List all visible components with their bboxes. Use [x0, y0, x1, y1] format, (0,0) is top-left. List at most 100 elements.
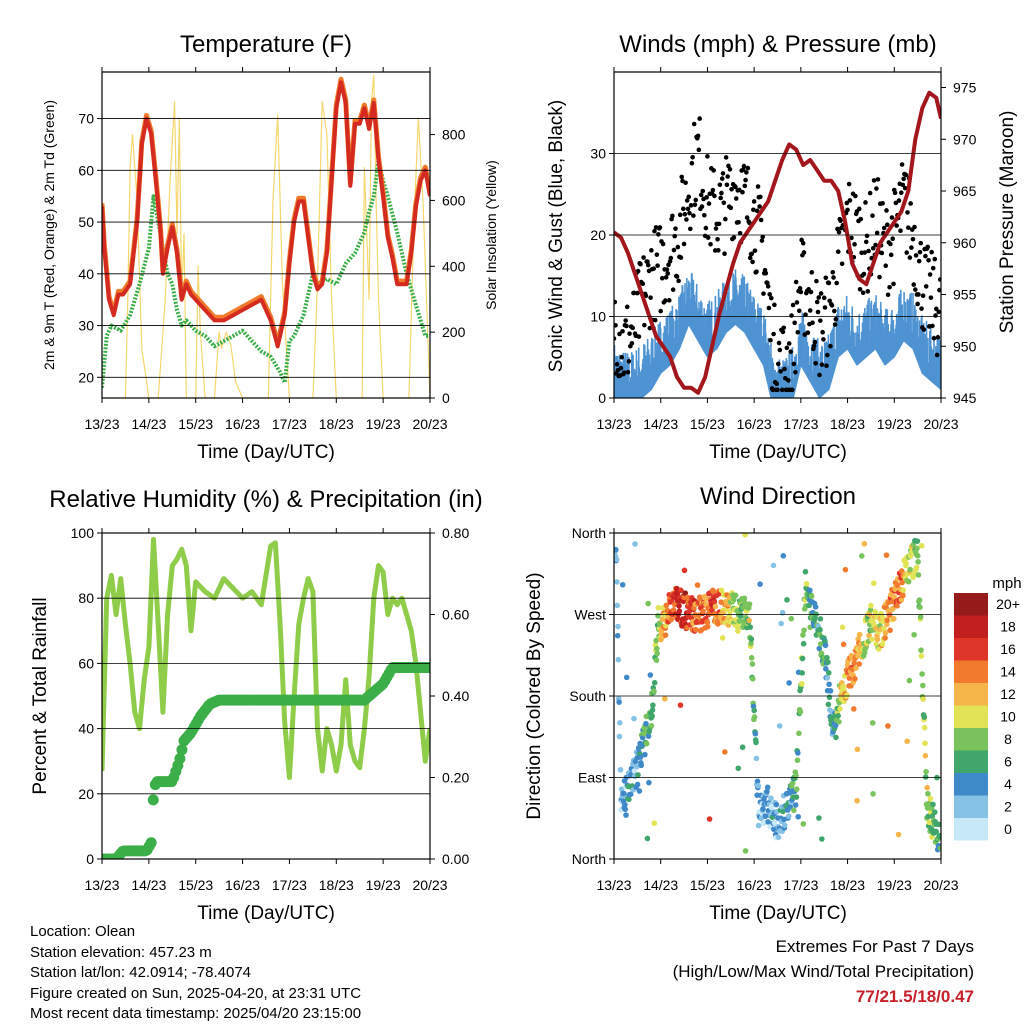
y2-tick-label: 0.60 [442, 607, 469, 623]
direction-point [662, 632, 669, 638]
gust-point [766, 305, 772, 311]
gust-point [678, 255, 684, 260]
direction-point [920, 696, 926, 702]
direction-point [907, 566, 913, 573]
gust-point [884, 222, 890, 228]
direction-point [727, 608, 733, 615]
gust-point [618, 365, 624, 371]
gust-point [614, 299, 618, 305]
direction-point [651, 820, 658, 827]
gust-point [823, 275, 829, 281]
gust-point [849, 235, 854, 241]
gust-point [716, 221, 722, 227]
gust-point [699, 204, 705, 209]
gust-point [845, 207, 850, 213]
direction-point [795, 750, 801, 756]
gust-point [830, 269, 836, 275]
gust-point [904, 250, 910, 255]
direction-point [626, 796, 632, 803]
direction-point [776, 723, 783, 729]
direction-point [933, 829, 940, 835]
y-tick-label: 80 [78, 590, 94, 606]
gust-point [660, 241, 666, 247]
direction-point [851, 706, 857, 712]
direction-point [700, 608, 706, 615]
y-tick-label: 20 [78, 786, 94, 802]
gust-point [794, 300, 800, 305]
direction-point [921, 724, 928, 731]
x-tick-label: 16/23 [225, 416, 260, 432]
gust-point [720, 171, 726, 176]
gust-point [742, 183, 748, 189]
direction-point [631, 715, 637, 722]
direction-point [646, 779, 652, 786]
temp-2m-series [102, 80, 430, 349]
legend-swatch [954, 638, 988, 661]
direction-point [614, 632, 621, 639]
gust-point [874, 186, 879, 191]
direction-point [906, 677, 913, 684]
legend-swatch [954, 593, 988, 616]
gust-point [775, 361, 781, 367]
direction-point [827, 688, 834, 694]
direction-point [867, 607, 874, 613]
direction-point [851, 660, 857, 666]
gust-point [930, 265, 936, 271]
direction-point [791, 807, 797, 813]
direction-point [631, 768, 638, 774]
direction-point [614, 546, 619, 553]
direction-point [905, 578, 912, 585]
direction-point [747, 624, 754, 630]
direction-point [930, 801, 936, 808]
gust-point [723, 216, 728, 222]
gust-point [684, 198, 690, 203]
direction-point [817, 626, 823, 633]
gust-point [697, 116, 702, 121]
direction-point [799, 670, 806, 676]
direction-point [833, 734, 839, 741]
direction-point [616, 699, 622, 705]
gust-point [751, 199, 757, 204]
y-tick-label: South [569, 688, 606, 704]
gust-point [736, 220, 741, 225]
gust-point [835, 249, 841, 255]
gust-point [857, 287, 863, 292]
direction-point [915, 572, 922, 578]
station-elevation: Station elevation: 457.23 m [30, 943, 212, 961]
gust-point [937, 287, 941, 293]
direction-point [837, 706, 843, 712]
direction-point [894, 603, 900, 609]
gust-point [800, 240, 806, 246]
direction-panel: Wind Direction Time (Day/UTC) Direction … [524, 483, 1022, 924]
direction-point [922, 752, 929, 759]
gust-point [863, 239, 869, 245]
direction-point [918, 653, 925, 659]
pressure-series [614, 90, 941, 395]
direction-point [894, 582, 901, 589]
gust-point [888, 241, 893, 247]
direction-point [736, 618, 743, 624]
direction-point [929, 813, 936, 819]
legend-swatch [954, 728, 988, 751]
direction-point [735, 765, 742, 772]
gust-point [815, 309, 821, 315]
gust-point [797, 286, 803, 291]
direction-point [621, 790, 627, 797]
gust-point [864, 233, 870, 239]
plot-frame [101, 71, 431, 399]
direction-point [824, 654, 830, 661]
gust-point [703, 225, 709, 231]
direction-point [753, 739, 759, 746]
direction-point [622, 806, 629, 813]
direction-point [754, 778, 761, 785]
plot-frame [613, 532, 942, 860]
direction-point [801, 627, 807, 634]
gust-point [789, 387, 795, 393]
gust-point [635, 290, 640, 296]
gust-point [793, 369, 798, 375]
gust-point [725, 174, 730, 179]
gust-point [928, 295, 934, 300]
gust-point [665, 271, 671, 276]
direction-point [645, 733, 652, 739]
